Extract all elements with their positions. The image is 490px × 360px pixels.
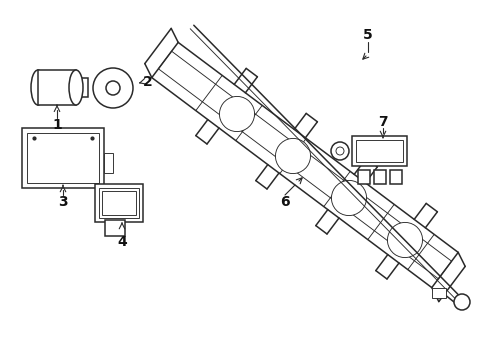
Ellipse shape: [275, 139, 311, 174]
Bar: [104, 153, 113, 173]
Circle shape: [331, 142, 349, 160]
Bar: [95, 184, 143, 222]
Bar: [27, 133, 99, 183]
Bar: [22, 128, 104, 188]
Circle shape: [454, 294, 470, 310]
Bar: [374, 170, 386, 184]
Bar: [358, 170, 370, 184]
Bar: [432, 288, 446, 298]
Ellipse shape: [388, 222, 422, 257]
Bar: [99, 188, 139, 218]
Text: 2: 2: [143, 75, 153, 89]
Text: 4: 4: [117, 235, 127, 249]
Text: 3: 3: [58, 195, 68, 209]
Bar: [390, 170, 402, 184]
Text: 7: 7: [378, 115, 388, 129]
Ellipse shape: [69, 70, 83, 105]
Circle shape: [106, 81, 120, 95]
Ellipse shape: [220, 96, 254, 131]
Bar: [102, 191, 136, 215]
Circle shape: [336, 147, 344, 155]
Bar: [74, 78, 88, 97]
Bar: [356, 140, 403, 162]
Circle shape: [93, 68, 133, 108]
Bar: [105, 220, 125, 236]
Bar: [352, 136, 407, 166]
Bar: [38, 70, 76, 105]
Text: 5: 5: [363, 28, 373, 42]
Text: 6: 6: [280, 195, 290, 209]
Ellipse shape: [31, 70, 45, 105]
Ellipse shape: [331, 180, 367, 216]
Text: 1: 1: [52, 118, 62, 132]
